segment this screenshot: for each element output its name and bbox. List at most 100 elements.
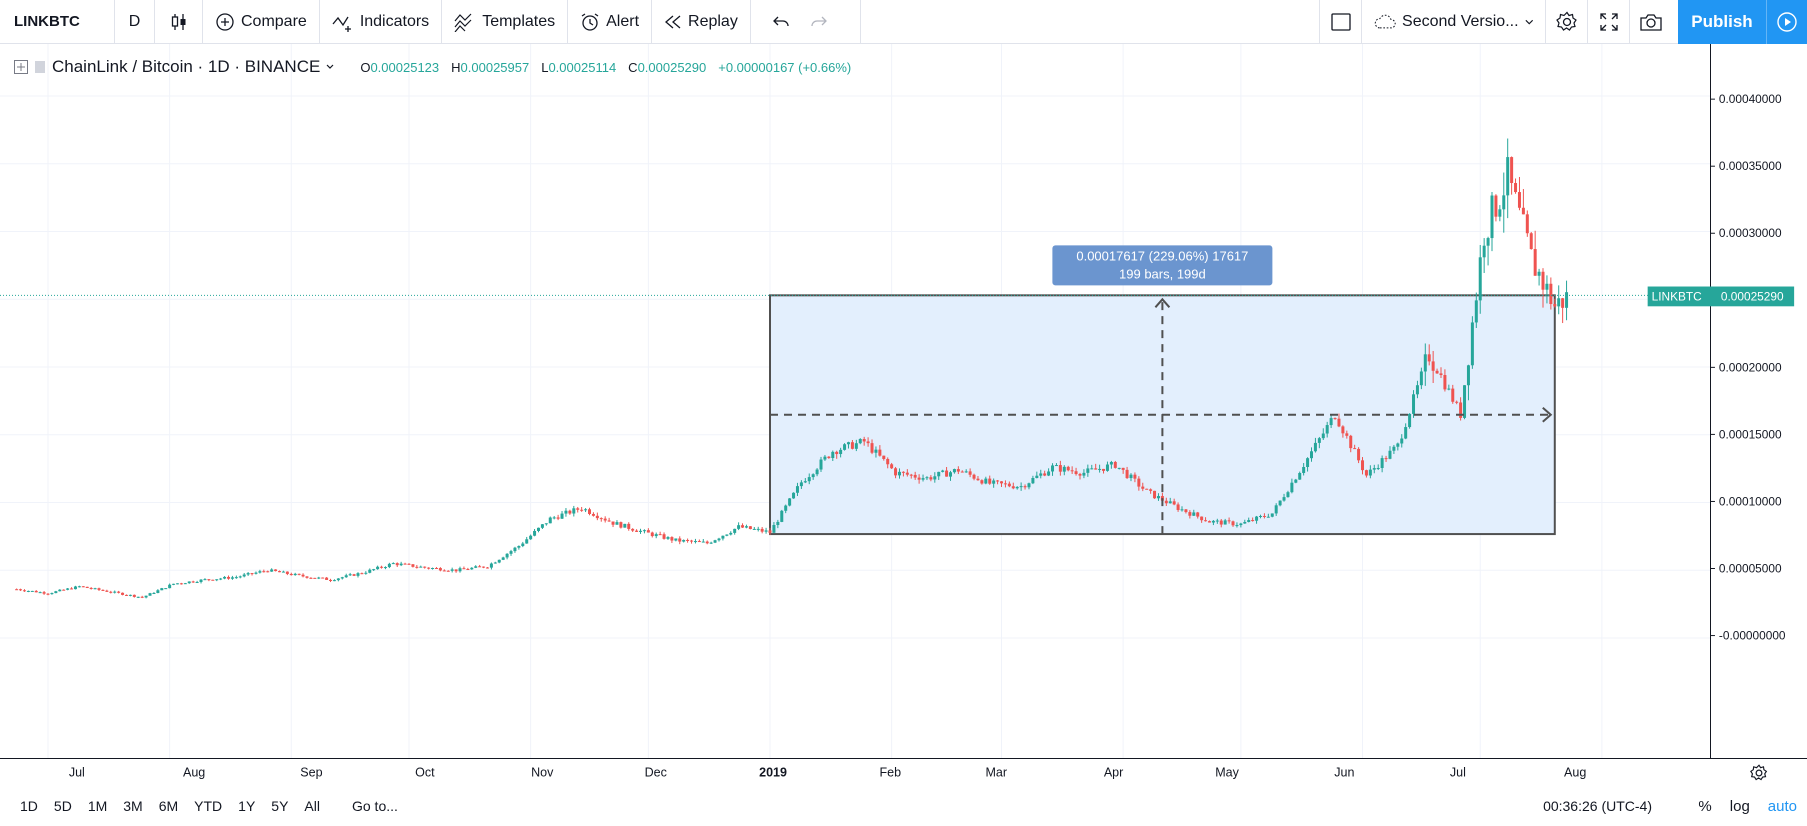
candle-body — [419, 566, 423, 568]
candle-body — [446, 570, 450, 572]
range-1y-button[interactable]: 1Y — [238, 798, 256, 814]
candle-body — [383, 567, 387, 569]
candle-body — [729, 532, 733, 535]
candle-body — [1102, 468, 1106, 471]
snapshot-button[interactable] — [1630, 0, 1672, 44]
candle-body — [360, 573, 364, 575]
percent-toggle[interactable]: % — [1698, 797, 1712, 815]
range-all-button[interactable]: All — [304, 798, 320, 814]
candle-body — [156, 590, 160, 593]
candle-body — [85, 586, 89, 588]
candle-body — [882, 455, 886, 459]
log-toggle[interactable]: log — [1729, 797, 1750, 815]
candle-body — [211, 579, 215, 581]
candle-body — [1329, 418, 1333, 426]
publish-button[interactable]: Publish — [1678, 0, 1766, 44]
auto-toggle[interactable]: auto — [1767, 797, 1797, 815]
axis-settings-button[interactable] — [1710, 758, 1807, 786]
compare-button[interactable]: Compare — [203, 0, 320, 44]
candle-body — [697, 541, 701, 543]
candle-body — [568, 510, 572, 514]
candle-body — [22, 590, 26, 592]
candle-body — [454, 569, 458, 572]
candle-body — [917, 477, 921, 480]
candle-body — [509, 551, 513, 554]
interval-button[interactable]: D — [115, 0, 155, 44]
last-price-tag-symbol: LINKBTC — [1652, 289, 1703, 303]
expand-square-icon[interactable] — [14, 60, 28, 74]
candle-body — [988, 478, 992, 484]
candle-body — [674, 538, 678, 541]
series-title[interactable]: ChainLink / Bitcoin · 1D · BINANCE — [52, 57, 321, 76]
candle-body — [1121, 467, 1125, 470]
chart-type-button[interactable] — [155, 0, 203, 44]
settings-button[interactable] — [1546, 0, 1588, 44]
range-1m-button[interactable]: 1M — [87, 798, 108, 814]
range-5y-button[interactable]: 5Y — [271, 798, 289, 814]
bottom-bar: 1D 5D 1M 3M 6M YTD 1Y 5Y All Go to... 00:36:26 (… — [0, 786, 1807, 826]
candle-body — [1098, 468, 1102, 470]
candle-body — [1113, 461, 1117, 468]
color-swatch-icon — [35, 61, 45, 73]
candle-body — [329, 579, 333, 581]
layout-name-button[interactable]: Second Versio... — [1362, 0, 1546, 44]
candle-body — [70, 588, 74, 590]
publish-video-button[interactable] — [1766, 0, 1807, 44]
clock[interactable]: 00:36:26 (UTC-4) — [1543, 798, 1652, 814]
candle-body — [548, 517, 552, 524]
candle-body — [1164, 500, 1168, 504]
candle-body — [1400, 438, 1404, 444]
candle-body — [615, 522, 619, 525]
symbol-search-button[interactable]: LINKBTC — [0, 0, 115, 44]
candle-body — [434, 567, 438, 569]
price-axis[interactable]: 0.000400000.000350000.000300000.00025000… — [1647, 44, 1807, 758]
candle-body — [1345, 433, 1349, 436]
replay-button[interactable]: Replay — [652, 0, 751, 44]
candle-body — [1368, 469, 1372, 476]
range-1d-button[interactable]: 1D — [20, 798, 38, 814]
time-tick-label: May — [1215, 765, 1239, 779]
candle-body — [635, 530, 639, 532]
candle-body — [1066, 466, 1070, 471]
chevron-down-icon[interactable] — [326, 64, 334, 70]
redo-icon[interactable] — [811, 15, 827, 29]
undo-icon[interactable] — [772, 15, 789, 29]
candle-body — [894, 468, 898, 476]
candle-body — [179, 583, 183, 585]
candle-body — [1188, 512, 1192, 516]
cloud-icon — [1374, 14, 1396, 28]
candle-body — [701, 541, 705, 543]
goto-button[interactable]: Go to... — [351, 798, 398, 814]
range-3m-button[interactable]: 3M — [123, 798, 143, 814]
candle-body — [670, 537, 674, 541]
candle-body — [1459, 402, 1463, 418]
candle-body — [744, 526, 748, 528]
candle-body — [207, 579, 211, 581]
candle-body — [964, 471, 968, 473]
candle-body — [1561, 298, 1565, 308]
candle-body — [117, 591, 121, 593]
square-icon — [1330, 12, 1351, 31]
candle-body — [572, 508, 576, 514]
candle-body — [1090, 468, 1094, 470]
candle-body — [713, 540, 717, 543]
candle-body — [1557, 298, 1561, 307]
templates-button[interactable]: Templates — [442, 0, 569, 44]
candle-body — [937, 471, 941, 477]
layout-grid-button[interactable] — [1320, 0, 1362, 44]
range-ytd-button[interactable]: YTD — [194, 798, 223, 814]
candle-body — [858, 439, 862, 444]
candle-body — [1510, 157, 1514, 184]
alert-button[interactable]: Alert — [568, 0, 653, 44]
price-chart[interactable]: 0.00017617 (229.06%) 17617 199 bars, 199d — [0, 44, 1710, 758]
candle-body — [591, 513, 595, 516]
range-6m-button[interactable]: 6M — [158, 798, 179, 814]
candle-body — [73, 586, 77, 590]
indicators-button[interactable]: Indicators — [320, 0, 443, 44]
candle-body — [686, 539, 690, 541]
fullscreen-button[interactable] — [1588, 0, 1630, 44]
time-axis[interactable]: Jul Aug Sep Oct Nov Dec 2019 Feb Mar Apr May Jun Jul… — [0, 758, 1710, 786]
candle-body — [1533, 249, 1537, 276]
candle-body — [780, 510, 784, 522]
range-5d-button[interactable]: 5D — [53, 798, 72, 814]
